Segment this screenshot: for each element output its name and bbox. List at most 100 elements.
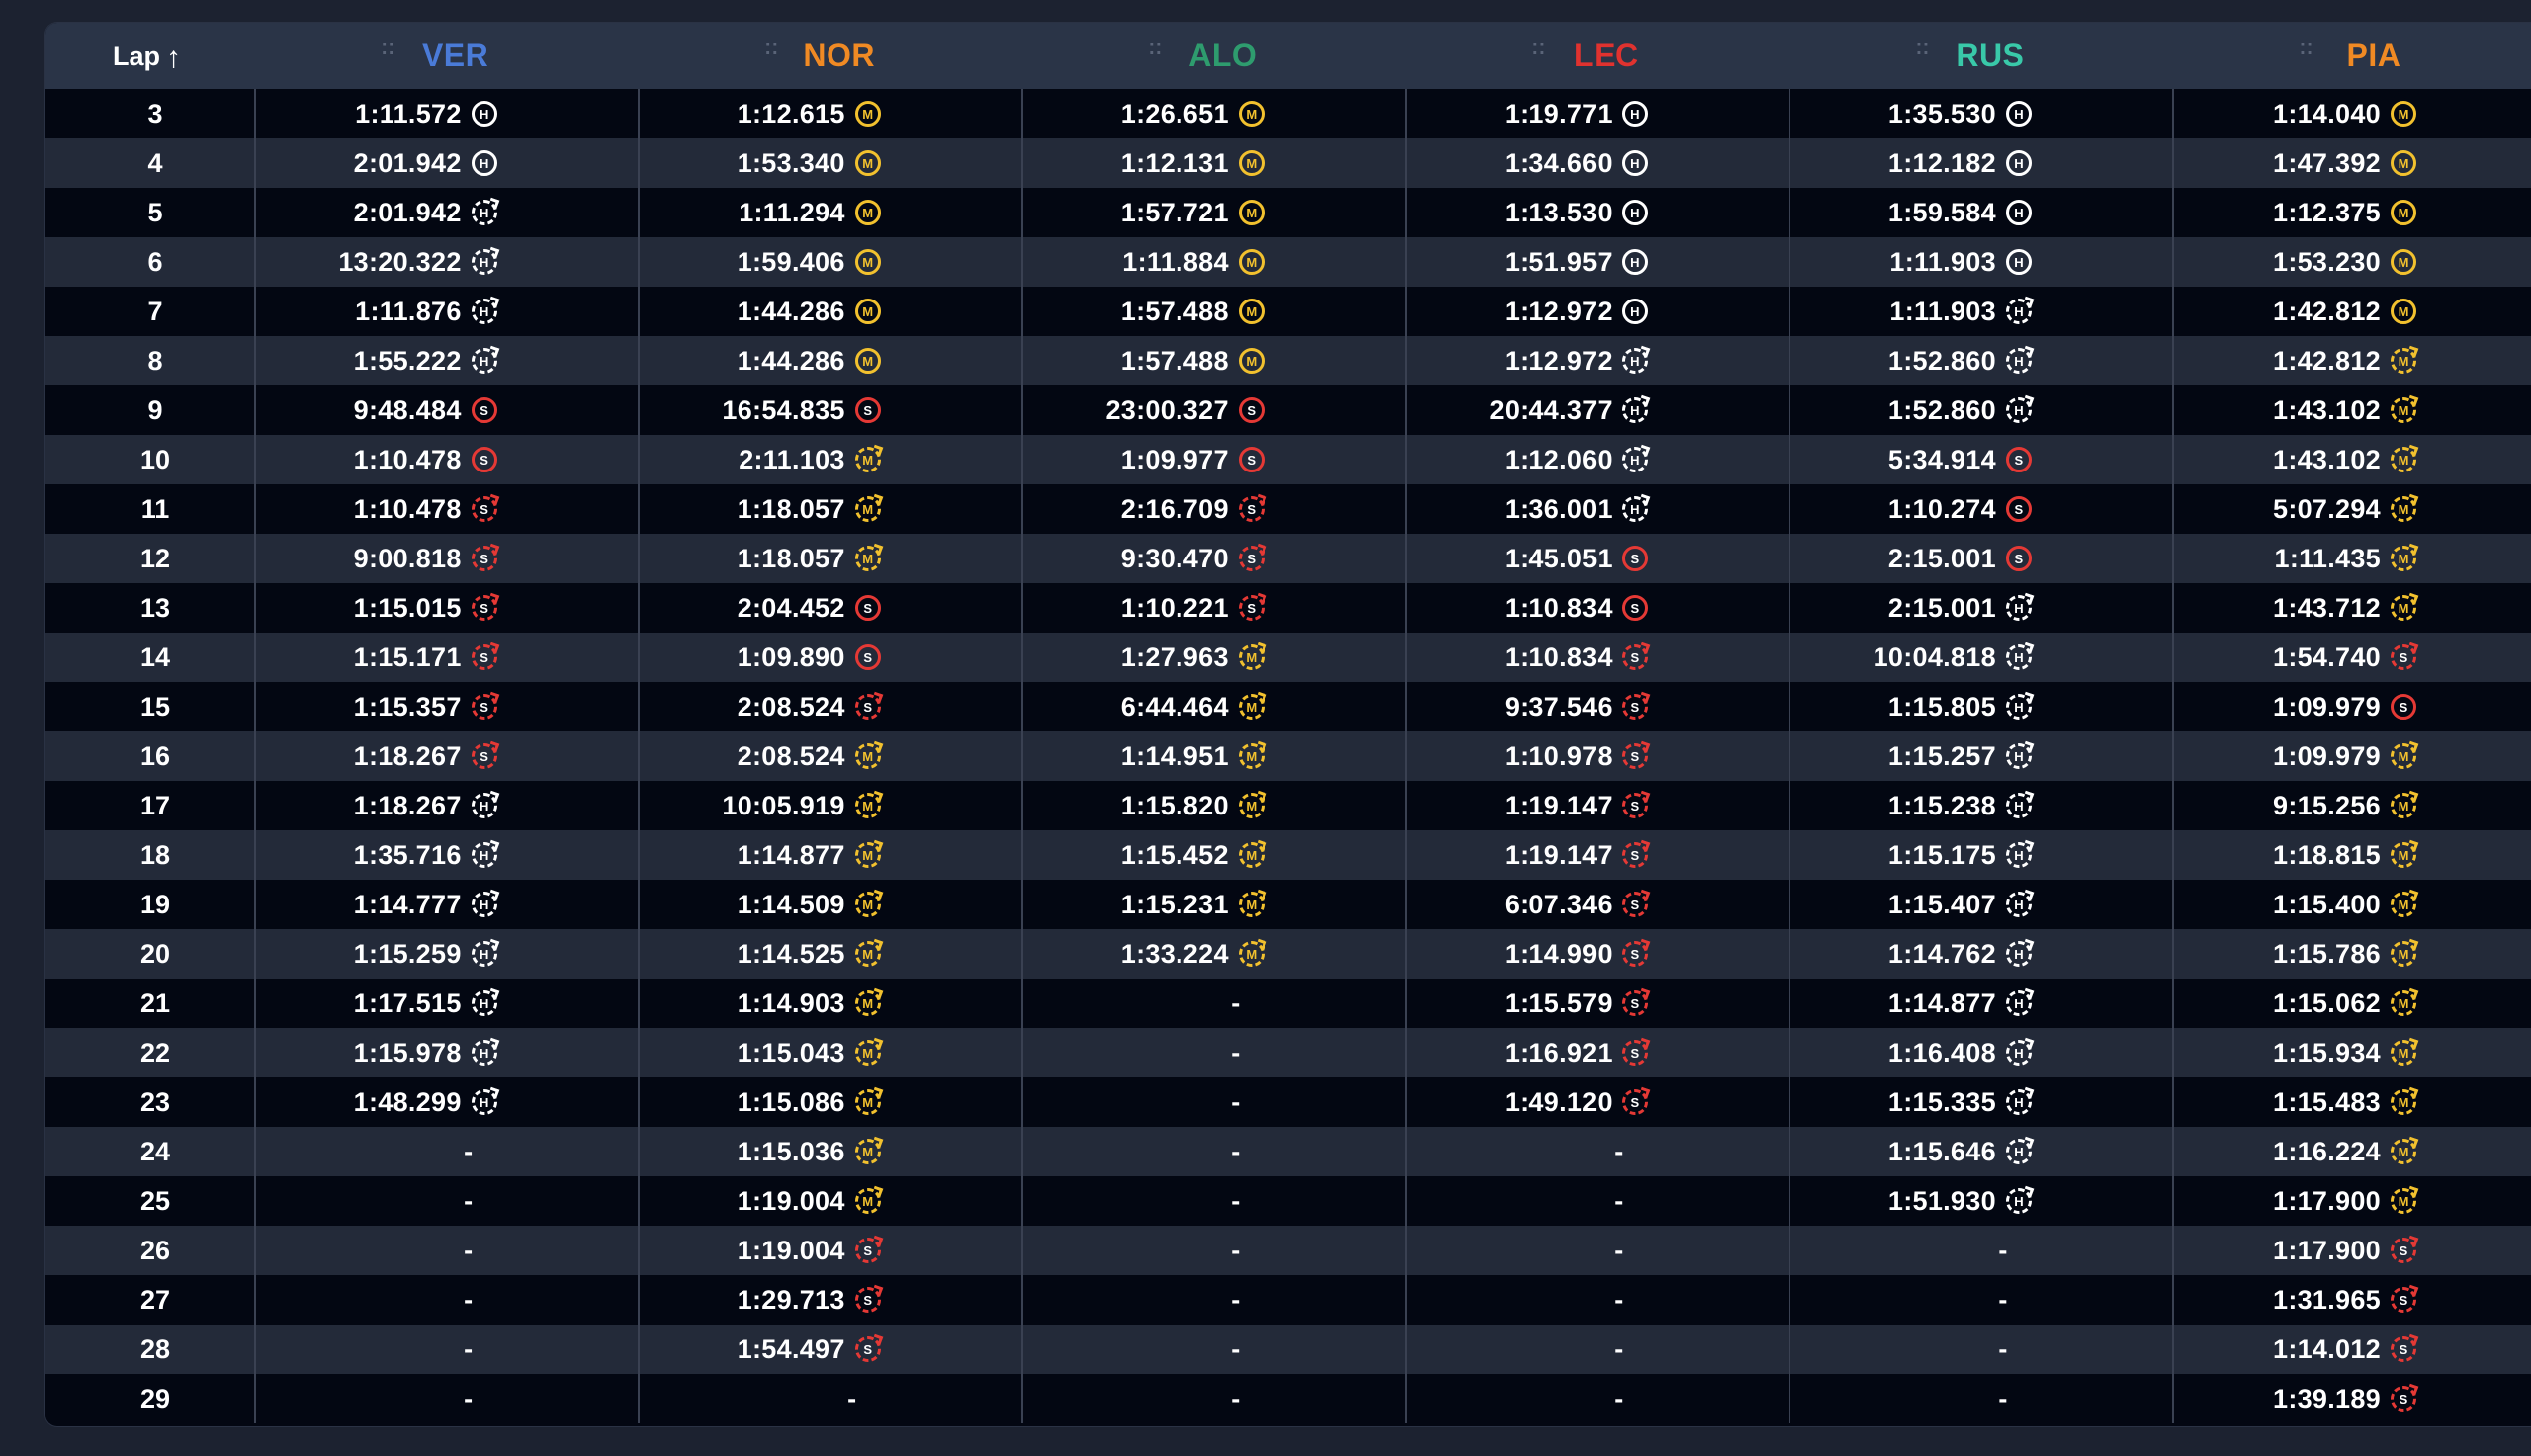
no-time-dash: - [464, 1235, 474, 1265]
lap-time-cell: - [1020, 1275, 1406, 1325]
lap-time: 1:44.286 [737, 296, 845, 326]
drag-handle-icon[interactable]: ⁚⁚ [1148, 42, 1163, 58]
lap-time: 1:27.963 [1120, 642, 1229, 672]
lap-time-cell: - [1788, 1275, 2173, 1325]
drag-handle-icon[interactable]: ⁚⁚ [1915, 42, 1930, 58]
lap-time-cell: 1:11.435 M [2171, 534, 2531, 583]
drag-handle-icon[interactable]: ⁚⁚ [2299, 42, 2314, 58]
lap-time: 1:15.805 [1887, 691, 1996, 722]
tyre-compound-icon: H [2005, 743, 2032, 769]
no-time-dash: - [1231, 987, 1241, 1018]
lap-number: 9 [147, 394, 163, 425]
no-time-dash: - [1231, 1086, 1241, 1117]
lap-time: 1:14.012 [2273, 1333, 2381, 1364]
lap-time-cell: 1:11.903 H [1788, 237, 2173, 287]
no-time-dash: - [1615, 1383, 1624, 1413]
lap-time-cell: 1:52.860 H [1788, 385, 2173, 435]
tyre-compound-icon: M [2391, 496, 2416, 522]
tyre-compound-icon: M [2391, 1188, 2416, 1214]
tyre-compound-icon: S [1238, 595, 1265, 621]
tyre-compound-icon: M [2391, 150, 2416, 176]
lap-time: 10:05.919 [722, 790, 845, 820]
tyre-compound-icon: M [854, 1188, 881, 1214]
tyre-compound-icon: M [854, 1139, 881, 1164]
driver-column-header[interactable]: ⁚⁚ RUS [1789, 23, 2173, 89]
lap-number: 18 [140, 839, 171, 870]
tyre-compound-icon: H [2005, 348, 2032, 374]
no-time-dash: - [1615, 1136, 1624, 1166]
lap-time-cell: 1:48.299 H [253, 1077, 639, 1127]
driver-column-header[interactable]: ⁚⁚ LEC [1406, 23, 1789, 89]
lap-time-cell: 1:14.012 S [2171, 1325, 2531, 1374]
no-time-dash: - [1615, 1185, 1624, 1216]
lap-time: 9:48.484 [353, 394, 462, 425]
lap-number-cell: 12 [45, 534, 255, 583]
lap-number: 12 [140, 543, 171, 573]
lap-time-cell: 1:12.131 M [1020, 138, 1406, 188]
table-row: 5 2:01.942 H 1:11.294 M 1:57.721 M 1:13.530 H 1:5… [45, 188, 2531, 237]
tyre-compound-icon: M [2391, 1139, 2416, 1164]
lap-time: 1:10.478 [353, 444, 462, 474]
lap-time: 1:10.274 [1887, 493, 1996, 524]
lap-time: 1:43.102 [2273, 444, 2381, 474]
lap-time: 1:19.771 [1504, 98, 1613, 128]
lap-times-table: Lap ↑ ⁚⁚ VER ⁚⁚ NOR ⁚⁚ ALO ⁚⁚ LEC ⁚⁚ RUS ⁚⁚ PIA… [45, 23, 2531, 1426]
lap-time-cell: 1:10.478 S [253, 484, 639, 534]
driver-column-header[interactable]: ⁚⁚ NOR [639, 23, 1022, 89]
lap-time-cell: 1:31.965 S [2171, 1275, 2531, 1325]
tyre-compound-icon: S [471, 743, 497, 769]
lap-time: 1:51.930 [1887, 1185, 1996, 1216]
lap-number-cell: 17 [45, 781, 255, 830]
lap-time-cell: 1:29.713 S [637, 1275, 1022, 1325]
lap-column-header[interactable]: Lap ↑ [45, 23, 255, 89]
lap-time: 2:11.103 [739, 444, 845, 474]
lap-time-cell: 9:00.818 S [253, 534, 639, 583]
lap-time: 1:16.408 [1887, 1037, 1996, 1068]
lap-time-cell: 1:09.890 S [637, 633, 1022, 682]
lap-time-cell: 9:30.470 S [1020, 534, 1406, 583]
lap-time-cell: 1:10.274 S [1788, 484, 2173, 534]
tyre-compound-icon: M [1238, 941, 1265, 967]
tyre-compound-icon: M [2391, 990, 2416, 1016]
table-body: 3 1:11.572 H 1:12.615 M 1:26.651 M 1:19.771 H 1:3… [45, 89, 2531, 1423]
lap-time: 1:55.222 [353, 345, 462, 376]
lap-time: 23:00.327 [1105, 394, 1229, 425]
lap-time-cell: 1:15.483 M [2171, 1077, 2531, 1127]
lap-number: 19 [140, 889, 171, 919]
lap-number-cell: 26 [45, 1226, 255, 1275]
tyre-compound-icon: S [1621, 743, 1648, 769]
driver-column-header[interactable]: ⁚⁚ PIA [2173, 23, 2531, 89]
lap-time-cell: 1:15.400 M [2171, 880, 2531, 929]
tyre-compound-icon: M [1238, 694, 1265, 720]
tyre-compound-icon: H [2005, 842, 2032, 868]
tyre-compound-icon: S [854, 1238, 881, 1263]
lap-time: 20:44.377 [1489, 394, 1613, 425]
driver-column-header[interactable]: ⁚⁚ VER [255, 23, 639, 89]
lap-time: 1:14.877 [1887, 987, 1996, 1018]
lap-time: 1:12.131 [1120, 147, 1229, 178]
lap-time-cell: 1:14.509 M [637, 880, 1022, 929]
tyre-compound-icon: M [854, 1089, 881, 1115]
lap-time-cell: 1:15.257 H [1788, 731, 2173, 781]
tyre-compound-icon: M [2391, 842, 2416, 868]
lap-time: 1:17.900 [2273, 1185, 2381, 1216]
lap-time-cell: 1:43.102 M [2171, 385, 2531, 435]
table-row: 3 1:11.572 H 1:12.615 M 1:26.651 M 1:19.771 H 1:3… [45, 89, 2531, 138]
table-row: 19 1:14.777 H 1:14.509 M 1:15.231 M 6:07.346 S 1:… [45, 880, 2531, 929]
lap-time-cell: 1:15.978 H [253, 1028, 639, 1077]
table-row: 6 13:20.322 H 1:59.406 M 1:11.884 M 1:51.957 H 1:… [45, 237, 2531, 287]
lap-time-cell: 6:07.346 S [1404, 880, 1789, 929]
tyre-compound-icon: H [471, 200, 497, 225]
lap-time: 1:10.834 [1504, 592, 1613, 623]
lap-time: 1:15.452 [1120, 839, 1229, 870]
lap-time-cell: 1:15.062 M [2171, 979, 2531, 1028]
lap-time-cell: 5:07.294 M [2171, 484, 2531, 534]
tyre-compound-icon: H [1621, 101, 1648, 127]
drag-handle-icon[interactable]: ⁚⁚ [381, 42, 395, 58]
drag-handle-icon[interactable]: ⁚⁚ [764, 42, 779, 58]
lap-time: 1:34.660 [1504, 147, 1613, 178]
lap-time-cell: 10:04.818 H [1788, 633, 2173, 682]
lap-time: 2:15.001 [1887, 592, 1996, 623]
driver-column-header[interactable]: ⁚⁚ ALO [1022, 23, 1406, 89]
drag-handle-icon[interactable]: ⁚⁚ [1531, 42, 1546, 58]
